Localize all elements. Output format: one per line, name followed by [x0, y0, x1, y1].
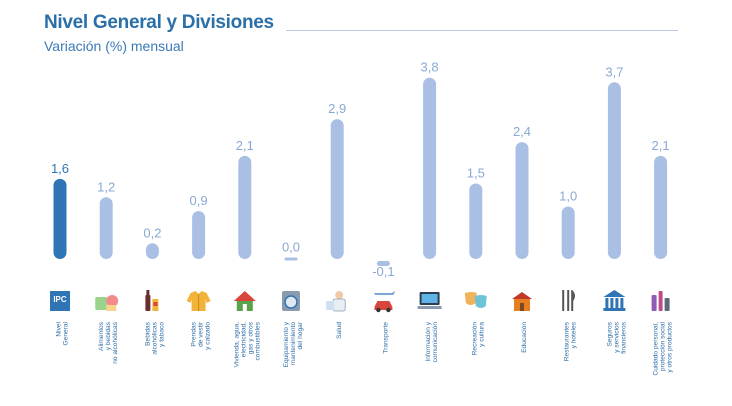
- svg-text:IPC: IPC: [53, 295, 67, 304]
- bar: [238, 155, 252, 259]
- category-label: Restaurantesy hoteles: [564, 321, 578, 361]
- category-label: Equipamiento ymantenimientodel hogar: [283, 321, 304, 367]
- bar: [53, 178, 67, 259]
- category-label: NivelGeneral: [56, 321, 70, 345]
- category-label: Recreacióny cultura: [471, 322, 485, 356]
- value-label: 0,2: [143, 225, 161, 240]
- house-icon: [233, 291, 256, 311]
- toiletries-icon: [651, 291, 670, 311]
- laptop-icon: [417, 292, 442, 309]
- value-label: 2,4: [513, 124, 531, 139]
- doctor-icon: [326, 291, 346, 312]
- value-label: 3,8: [421, 60, 439, 75]
- value-label: 1,6: [51, 161, 69, 176]
- bar: [561, 206, 575, 259]
- bottle-icon: [145, 290, 159, 311]
- bar: [99, 197, 113, 259]
- theater-masks-icon: [464, 292, 487, 308]
- bar: [607, 82, 621, 259]
- bank-icon: [603, 290, 626, 311]
- value-label: 2,9: [328, 101, 346, 116]
- value-label: 1,2: [97, 179, 115, 194]
- chart-subtitle: Variación (%) mensual: [44, 38, 184, 54]
- bar: [192, 211, 206, 259]
- category-label: Cuidado personal,protección socialy otro…: [653, 321, 674, 375]
- category-label: Información ycomunicación: [425, 321, 439, 362]
- food-icon: [95, 295, 119, 311]
- bar: [376, 261, 390, 266]
- bar: [469, 183, 483, 259]
- bar: [330, 119, 344, 259]
- washing-machine-icon: [282, 291, 300, 311]
- value-label: -0,1: [372, 264, 394, 279]
- category-label: Segurosy serviciosfinancieros: [606, 321, 627, 354]
- bar: [654, 155, 668, 259]
- category-label: Vivienda, agua,electricidad,gas y otrosc…: [233, 321, 261, 367]
- school-icon: [512, 292, 532, 311]
- category-label: Prendasde vestiry calzado: [191, 321, 212, 350]
- category-label: Salud: [336, 322, 343, 339]
- category-label: Bebidasalcohólicasy tabaco: [144, 321, 165, 354]
- bar: [284, 257, 298, 261]
- category-label: Transporte: [382, 322, 389, 354]
- cutlery-icon: [562, 290, 575, 311]
- bar: [515, 142, 529, 259]
- car-plane-icon: [373, 291, 396, 313]
- value-label: 2,1: [236, 138, 254, 153]
- value-label: 1,0: [559, 189, 577, 204]
- value-label: 2,1: [652, 138, 670, 153]
- category-label: Educación: [521, 322, 528, 353]
- bar: [423, 77, 437, 259]
- value-label: 3,7: [605, 64, 623, 79]
- jacket-icon: [186, 291, 211, 311]
- title-divider: [286, 30, 678, 31]
- value-label: 1,5: [467, 166, 485, 181]
- value-label: 0,0: [282, 240, 300, 255]
- ipc-logo-icon: IPC: [50, 291, 70, 311]
- chart-title: Nivel General y Divisiones: [44, 12, 274, 33]
- value-label: 0,9: [190, 193, 208, 208]
- bar: [145, 243, 159, 259]
- category-label: Alimentosy bebidasno alcohólicas: [98, 321, 119, 363]
